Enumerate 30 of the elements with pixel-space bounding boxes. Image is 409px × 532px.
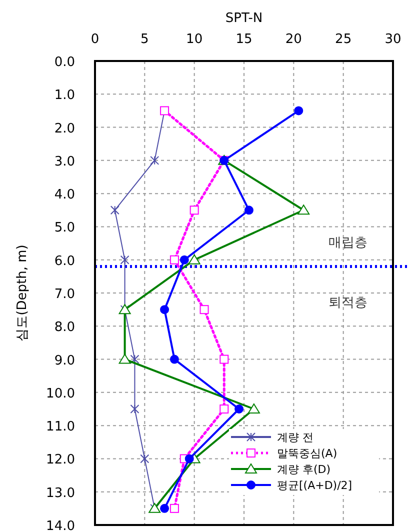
x-axis-title: SPT-N xyxy=(225,11,263,26)
y-tick-label: 11.0 xyxy=(46,420,75,435)
legend-label: 계량 전 xyxy=(277,431,314,444)
y-tick-label: 4.0 xyxy=(54,188,75,203)
x-tick-label: 15 xyxy=(236,32,252,47)
y-tick-label: 7.0 xyxy=(54,287,75,302)
legend-label: 계량 후(D) xyxy=(277,463,331,476)
y-tick-label: 9.0 xyxy=(54,353,75,368)
y-tick-label: 5.0 xyxy=(54,220,75,236)
annotation: 매립층 xyxy=(328,235,368,250)
x-tick-label: 25 xyxy=(335,32,352,47)
x-tick-label: 30 xyxy=(384,32,402,47)
legend-label: 평균[(A+D)/2] xyxy=(277,479,352,492)
y-tick-label: 1.0 xyxy=(54,88,75,104)
y-tick-label: 10.0 xyxy=(46,386,75,402)
y-tick-label: 6.0 xyxy=(54,254,75,269)
y-tick-label: 13.0 xyxy=(46,486,75,501)
y-tick-label: 8.0 xyxy=(54,320,75,336)
annotation: 퇴적층 xyxy=(328,295,368,310)
x-tick-label: 20 xyxy=(285,32,302,47)
x-tick-label: 10 xyxy=(186,32,203,47)
y-axis-title: 심도(Depth, m) xyxy=(15,244,30,342)
y-tick-label: 2.0 xyxy=(54,121,75,136)
legend-label: 말뚝중심(A) xyxy=(277,447,338,460)
y-tick-label: 3.0 xyxy=(54,154,75,170)
y-tick-label: 14.0 xyxy=(46,519,75,532)
y-tick-label: 0.0 xyxy=(54,55,75,70)
y-tick-label: 12.0 xyxy=(46,452,75,468)
x-tick-label: 0 xyxy=(90,32,100,47)
x-tick-label: 5 xyxy=(140,32,149,47)
